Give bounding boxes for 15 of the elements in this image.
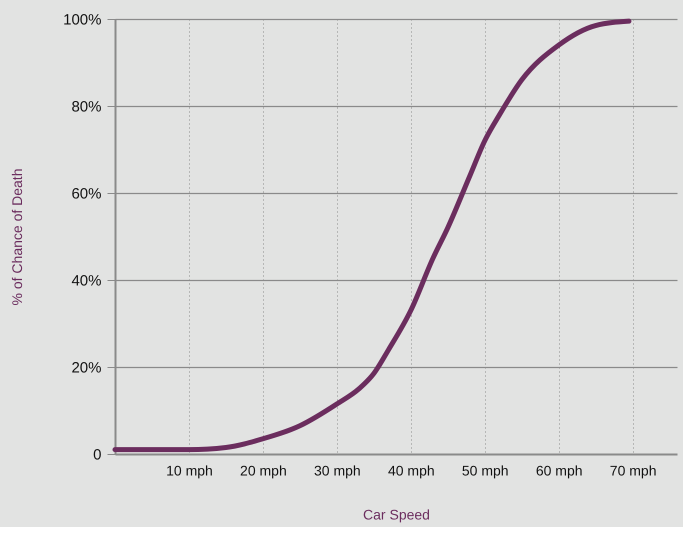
- y-tick-label: 0: [93, 446, 102, 464]
- y-tick-label: 60%: [71, 186, 102, 202]
- y-tick-label: 80%: [71, 98, 102, 116]
- x-tick-label: 10 mph: [166, 462, 213, 478]
- x-tick-label: 40 mph: [388, 462, 435, 478]
- x-tick-label: 20 mph: [240, 462, 287, 478]
- x-tick-label: 70 mph: [610, 462, 656, 478]
- y-tick-label: 100%: [63, 12, 102, 28]
- y-tick-label: 20%: [71, 360, 102, 376]
- x-tick-label: 50 mph: [462, 462, 509, 478]
- x-tick-label: 60 mph: [536, 462, 583, 478]
- y-axis-title: % of Chance of Death: [9, 168, 26, 306]
- x-axis-title: Car Speed: [363, 506, 430, 522]
- y-tick-label: 40%: [71, 272, 102, 290]
- x-tick-label: 30 mph: [314, 462, 361, 478]
